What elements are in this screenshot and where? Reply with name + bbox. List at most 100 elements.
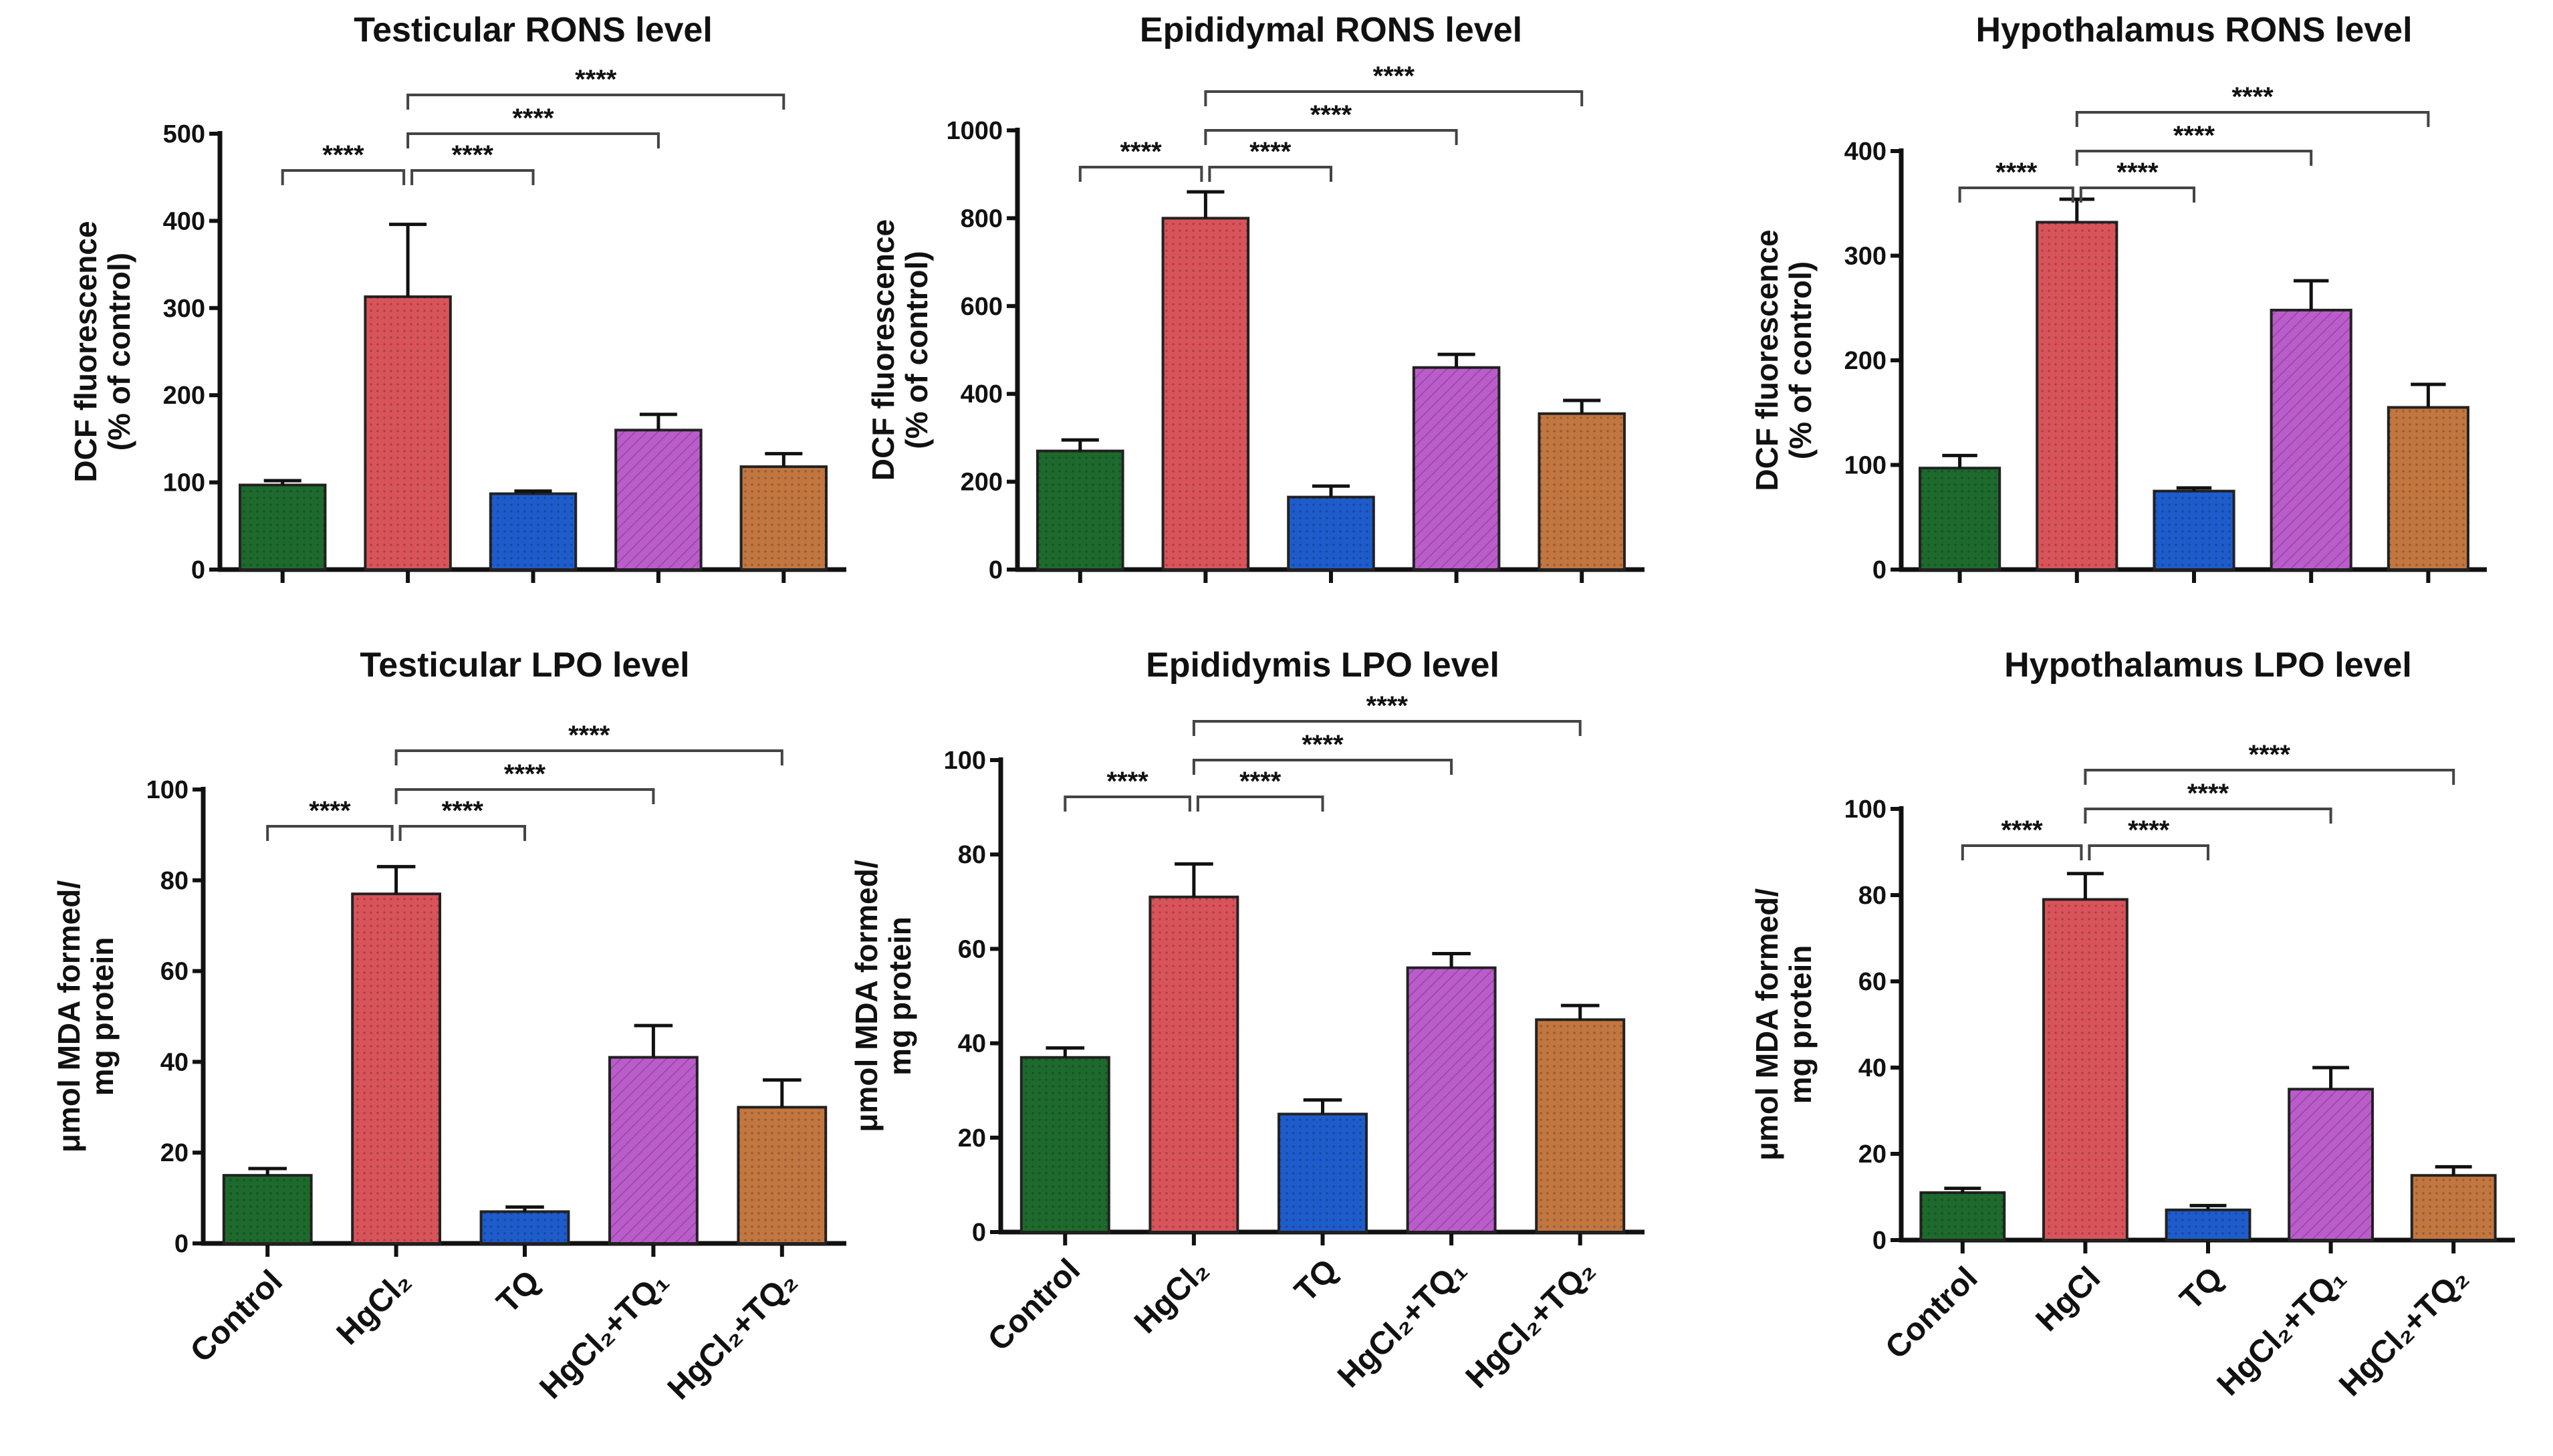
y-tick-label: 20	[160, 1139, 189, 1167]
y-tick-label: 60	[958, 935, 986, 963]
significance-label: ****	[1120, 137, 1162, 166]
chart-title: Epididymis LPO level	[1146, 646, 1499, 685]
bar-texture	[223, 1175, 312, 1243]
significance-bracket	[1958, 187, 2074, 203]
y-tick-label: 300	[1844, 243, 1887, 271]
bar-texture	[2388, 407, 2468, 570]
y-tick-label: 100	[163, 469, 205, 497]
y-tick-label: 400	[1844, 138, 1887, 166]
x-tick-label: TQ	[2173, 1260, 2230, 1317]
bar-texture	[2166, 1209, 2250, 1240]
significance-bracket	[406, 94, 785, 110]
bar-texture	[490, 493, 576, 570]
bar-texture	[616, 430, 701, 570]
significance-bracket	[2079, 187, 2195, 203]
bar-texture	[1920, 468, 2000, 570]
chart-title: Hypothalamus LPO level	[2004, 646, 2412, 685]
x-tick-label: HgCl₂+TQ₁	[1331, 1252, 1473, 1394]
significance-label: ****	[1106, 767, 1148, 796]
bar-texture	[1163, 218, 1249, 570]
y-tick-label: 20	[1858, 1140, 1887, 1169]
y-axis-label: DCF fluorescence	[68, 221, 103, 482]
significance-label: ****	[512, 104, 554, 133]
significance-label: ****	[2116, 158, 2159, 187]
significance-bracket	[1961, 844, 2083, 860]
y-tick-label: 200	[961, 469, 1003, 497]
y-tick-label: 40	[1858, 1054, 1887, 1082]
y-axis-label: μmol MDA formed/	[51, 880, 86, 1152]
x-tick-label: HgCl₂	[330, 1263, 418, 1352]
significance-bracket	[2088, 844, 2209, 860]
bar-texture	[239, 485, 326, 570]
significance-bracket	[410, 169, 535, 185]
significance-label: ****	[2249, 740, 2291, 769]
bar-texture	[1150, 896, 1238, 1232]
x-tick-label: HgCl₂+TQ₂	[661, 1263, 804, 1407]
x-tick-label: TQ	[490, 1263, 547, 1320]
bar-texture	[2289, 1089, 2373, 1240]
significance-label: ****	[1310, 100, 1352, 130]
y-tick-label: 80	[160, 867, 189, 895]
y-axis-label: μmol MDA formed/	[849, 860, 884, 1132]
bar-texture	[2154, 491, 2234, 570]
significance-bracket	[2075, 150, 2313, 166]
x-tick-label: TQ	[1288, 1252, 1345, 1309]
chart-panel: Hypothalamus RONS level DCF fluorescence(…	[1749, 11, 2487, 584]
significance-bracket	[1064, 796, 1191, 812]
significance-label: ****	[575, 65, 617, 94]
significance-label: ****	[504, 759, 546, 789]
significance-label: ****	[309, 796, 351, 826]
y-axis-label: (% of control)	[899, 251, 934, 449]
significance-bracket	[394, 788, 655, 804]
y-tick-label: 0	[174, 1230, 189, 1258]
y-tick-label: 0	[989, 556, 1003, 584]
x-tick-label: HgCl₂+TQ₁	[533, 1263, 675, 1406]
x-tick-label: Control	[981, 1252, 1087, 1358]
x-tick-label: HgCl₂+TQ₂	[1459, 1252, 1602, 1395]
significance-bracket	[1192, 759, 1453, 775]
bar-texture	[365, 296, 451, 570]
chart-panel: Hypothalamus LPO level μmol MDA formed/mg…	[1749, 646, 2515, 1403]
y-axis-label: mg protein	[1783, 945, 1818, 1104]
significance-label: ****	[452, 140, 494, 170]
bar-texture	[2043, 899, 2127, 1240]
significance-bracket	[398, 825, 526, 841]
chart-panel: Epididymis LPO level μmol MDA formed/mg p…	[849, 646, 1645, 1395]
y-tick-label: 200	[1844, 347, 1887, 375]
y-tick-label: 400	[961, 380, 1003, 408]
significance-bracket	[2084, 769, 2455, 785]
significance-label: ****	[2173, 121, 2215, 150]
y-tick-label: 400	[163, 207, 205, 235]
y-tick-label: 0	[191, 556, 205, 584]
y-tick-label: 60	[1858, 968, 1887, 996]
y-tick-label: 100	[146, 776, 189, 804]
x-tick-label: HgCl₂+TQ₁	[2211, 1260, 2353, 1403]
y-axis-label: μmol MDA formed/	[1749, 888, 1784, 1161]
bar-texture	[738, 1107, 826, 1243]
significance-bracket	[1192, 720, 1582, 736]
chart-panel: Epididymal RONS level DCF fluorescence(% …	[866, 11, 1645, 584]
bar-texture	[1539, 413, 1624, 570]
significance-label: ****	[1373, 62, 1415, 91]
y-axis-label: DCF fluorescence	[1749, 229, 1784, 491]
bar-texture	[2411, 1175, 2496, 1240]
significance-label: ****	[2231, 82, 2274, 112]
x-tick-label: Control	[184, 1263, 289, 1369]
y-axis-label: (% of control)	[102, 253, 136, 451]
significance-label: ****	[2187, 779, 2229, 808]
significance-label: ****	[1239, 767, 1282, 796]
significance-bracket	[1204, 90, 1584, 106]
significance-label: ****	[2128, 816, 2170, 845]
x-tick-label: Control	[1878, 1260, 1984, 1366]
y-tick-label: 1000	[946, 117, 1003, 145]
significance-bracket	[394, 749, 783, 765]
x-tick-label: HgCl₂	[1128, 1252, 1216, 1340]
bar-texture	[1038, 451, 1123, 570]
x-tick-label: HgCl₂+TQ₂	[2332, 1260, 2475, 1403]
bar-texture	[1407, 967, 1495, 1232]
bar-texture	[1413, 367, 1499, 570]
significance-label: ****	[442, 796, 484, 826]
y-tick-label: 40	[958, 1030, 986, 1058]
chart-panel: Testicular RONS level DCF fluorescence(% …	[68, 11, 846, 584]
